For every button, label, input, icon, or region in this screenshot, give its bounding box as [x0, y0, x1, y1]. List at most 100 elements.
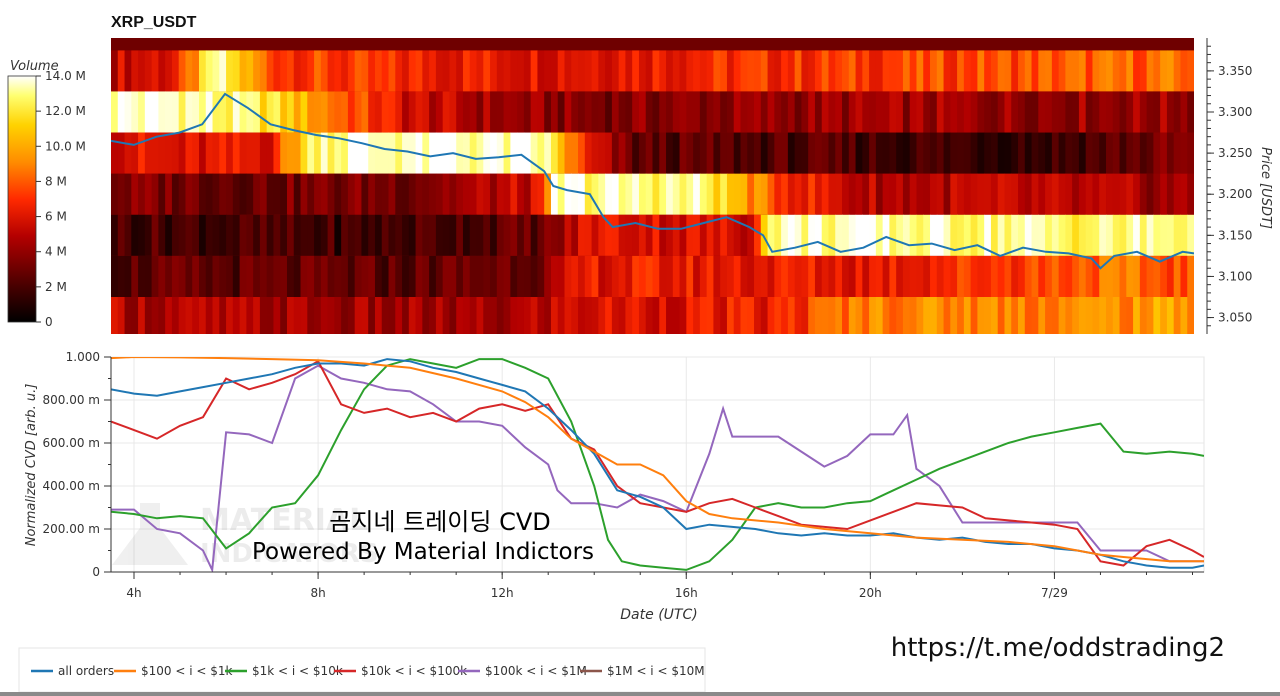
legend-item-label[interactable]: $1k < i < $10k	[252, 664, 343, 678]
heatmap-cell	[523, 50, 532, 92]
heatmap-cell	[293, 255, 302, 297]
legend-item-label[interactable]: $1M < i < $10M	[607, 664, 705, 678]
heatmap-cell	[943, 297, 951, 334]
heatmap-cell	[930, 255, 938, 297]
heatmap-cell	[618, 91, 627, 133]
heatmap-cell	[693, 50, 701, 92]
heatmap-cell	[185, 297, 193, 334]
cvd-x-axis-label: Date (UTC)	[620, 607, 697, 623]
heatmap-cell	[1085, 132, 1094, 174]
heatmap-cell	[1004, 132, 1012, 174]
heatmap-cell	[875, 50, 884, 92]
heatmap-cell	[442, 214, 451, 256]
heatmap-cell	[165, 255, 173, 297]
heatmap-cell	[124, 173, 132, 215]
heatmap-cell	[246, 297, 254, 334]
heatmap-cell	[368, 91, 376, 133]
colorbar-tick-label: 12.0 M	[45, 104, 86, 118]
legend-item-label[interactable]: $10k < i < $100k	[361, 664, 467, 678]
heatmap-cell	[713, 50, 721, 92]
heatmap-cell	[645, 255, 654, 297]
heatmap-cell	[706, 132, 715, 174]
heatmap-cell	[1092, 297, 1100, 334]
heatmap-cell	[158, 91, 166, 133]
heatmap-cell	[672, 173, 681, 215]
heatmap-cell	[226, 255, 234, 297]
heatmap-cell	[713, 255, 721, 297]
heatmap-cell	[144, 214, 153, 256]
heatmap-cell	[490, 91, 498, 133]
heatmap-cell	[794, 297, 803, 334]
heatmap-cell	[144, 255, 153, 297]
heatmap-cell	[930, 91, 938, 133]
legend-item-label[interactable]: all orders	[58, 664, 114, 678]
heatmap-cell	[1065, 214, 1073, 256]
heatmap-cell	[476, 255, 484, 297]
heatmap-cell	[198, 255, 207, 297]
heatmap-cell	[1166, 297, 1175, 334]
heatmap-cell	[124, 297, 132, 334]
heatmap-cell	[165, 91, 173, 133]
heatmap-cell	[950, 297, 958, 334]
heatmap-cell	[117, 214, 126, 256]
heatmap-cell	[618, 132, 627, 174]
heatmap-cell	[923, 214, 931, 256]
heatmap-cell	[625, 91, 633, 133]
heatmap-cell	[896, 297, 904, 334]
colorbar-tick-label: 14.0 M	[45, 69, 86, 83]
heatmap-cell	[950, 132, 958, 174]
heatmap-cell	[1045, 214, 1053, 256]
heatmap-cell	[740, 91, 748, 133]
heatmap-cell	[259, 132, 268, 174]
heatmap-cell	[1065, 173, 1073, 215]
heatmap-cell	[767, 214, 775, 256]
heatmap-cell	[598, 173, 606, 215]
heatmap-cell	[977, 91, 985, 133]
heatmap-cell	[896, 132, 904, 174]
heatmap-cell	[794, 173, 803, 215]
heatmap-cell	[862, 50, 870, 92]
legend-item-label[interactable]: $100k < i < $1M	[485, 664, 587, 678]
heatmap-cell	[300, 255, 308, 297]
heatmap-cell	[1106, 91, 1114, 133]
heatmap-cell	[686, 50, 694, 92]
heatmap-cell	[821, 214, 830, 256]
heatmap-cell	[1112, 91, 1121, 133]
heatmap-cell	[341, 297, 349, 334]
heatmap-cell	[740, 214, 748, 256]
heatmap-cell	[659, 255, 667, 297]
telegram-link[interactable]: https://t.me/oddstrading2	[891, 633, 1225, 663]
heatmap-cell	[1038, 132, 1046, 174]
heatmap-cell	[1139, 214, 1148, 256]
heatmap-cell	[1153, 173, 1161, 215]
heatmap-cell	[842, 91, 850, 133]
legend-item-label[interactable]: $100 < i < $1k	[141, 664, 233, 678]
heatmap-cell	[1126, 173, 1134, 215]
heatmap-cell	[923, 173, 931, 215]
heatmap-cell	[774, 173, 782, 215]
heatmap-cell	[990, 297, 999, 334]
heatmap-cell	[909, 297, 918, 334]
heatmap-cell	[1018, 91, 1026, 133]
watermark-powered-by: Powered By Material Indictors	[252, 539, 594, 565]
cvd-x-tick-label: 20h	[859, 586, 882, 600]
heatmap-cell	[605, 50, 613, 92]
heatmap-cell	[605, 214, 613, 256]
heatmap-cell	[916, 50, 924, 92]
heatmap-cell	[584, 91, 593, 133]
heatmap-cell	[449, 255, 457, 297]
heatmap-cell	[1092, 173, 1100, 215]
heatmap-cell	[273, 297, 281, 334]
heatmap-cell	[1160, 91, 1168, 133]
heatmap-cell	[652, 297, 660, 334]
heatmap-cell	[781, 91, 789, 133]
heatmap-cell	[415, 297, 423, 334]
heatmap-cell	[1106, 214, 1114, 256]
heatmap-cell	[1045, 173, 1053, 215]
heatmap-cell	[462, 50, 471, 92]
colorbar: Volume 0 2 M 4 M 6 M 8 M 10.0 M 12.0 M 14.0 M	[7, 59, 86, 329]
heatmap-cell	[693, 91, 701, 133]
heatmap-cell	[192, 132, 200, 174]
heatmap-cell	[1146, 132, 1154, 174]
heatmap-cell	[435, 173, 444, 215]
